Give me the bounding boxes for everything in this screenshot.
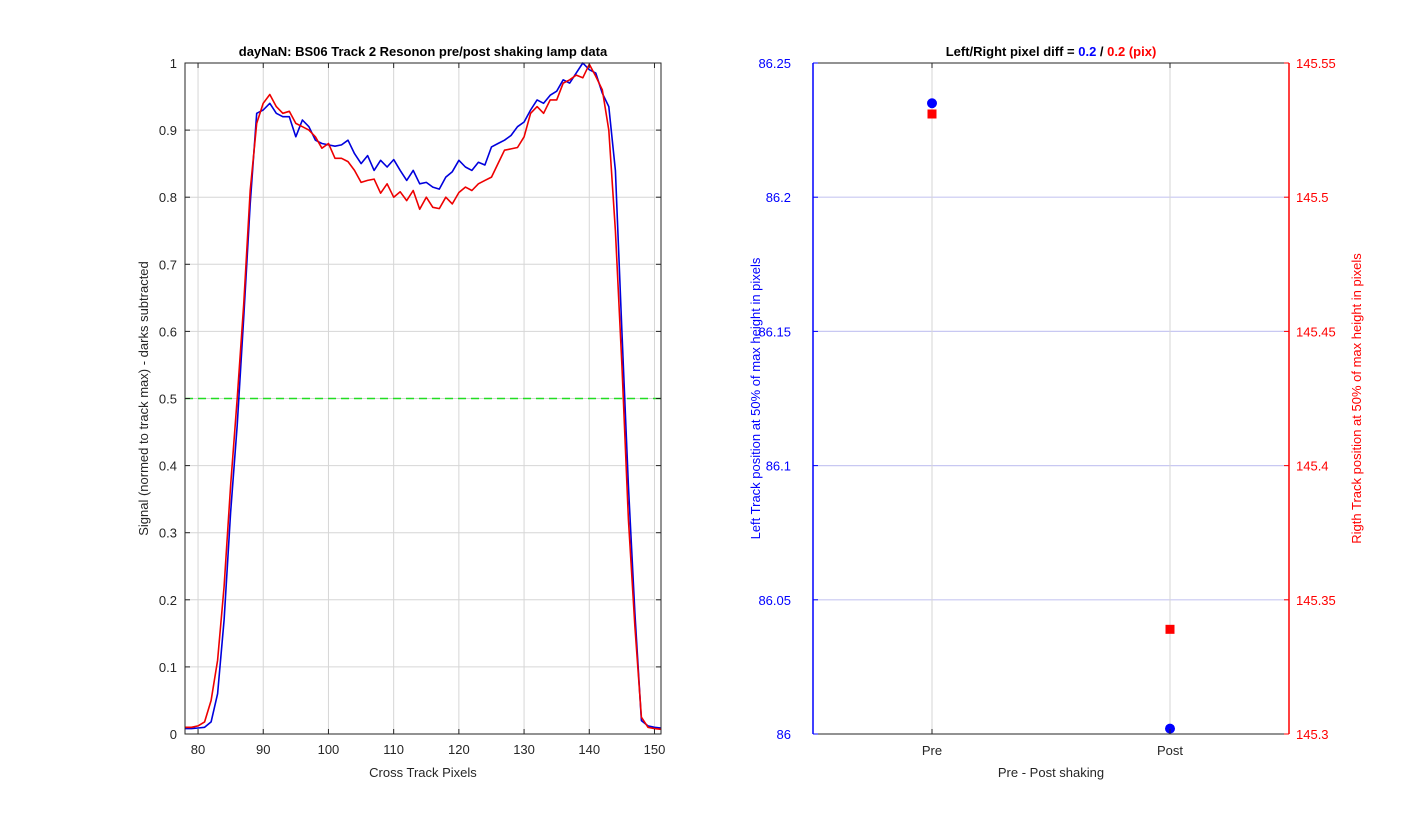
right-y-tick-label: 145.3	[1296, 727, 1329, 742]
x-tick-label: 130	[513, 742, 535, 757]
right-y-tick-label: 145.45	[1296, 324, 1336, 339]
left-y-tick-label: 86.1	[766, 459, 791, 474]
right-y-axis-label: Rigth Track position at 50% of max heigh…	[1349, 253, 1364, 544]
left-y-axis-label: Left Track position at 50% of max height…	[748, 257, 763, 539]
series-markers	[927, 98, 1175, 734]
series-line-2	[185, 63, 662, 731]
y-tick-label: 0.4	[159, 459, 177, 474]
grid-lines	[813, 63, 1289, 734]
right-track-marker-pre	[927, 109, 937, 119]
left-y-tick-label: 86	[777, 727, 791, 742]
title-prefix: Left/Right pixel diff =	[946, 44, 1079, 59]
x-tick-label: 90	[256, 742, 270, 757]
x-tick-label: 100	[318, 742, 340, 757]
left-y-tick-label: 86.25	[758, 56, 791, 71]
chart-title: Left/Right pixel diff = 0.2 / 0.2 (pix)	[946, 44, 1157, 59]
y-tick-label: 0.7	[159, 257, 177, 272]
title-separator: /	[1096, 44, 1107, 59]
y-axis-label: Signal (normed to track max) - darks sub…	[136, 261, 151, 536]
right-y-tick-label: 145.4	[1296, 459, 1329, 474]
right-track-marker-post	[1165, 624, 1175, 634]
chart-title: dayNaN: BS06 Track 2 Resonon pre/post sh…	[239, 44, 608, 59]
y-tick-label: 0	[170, 727, 177, 742]
series-line-1	[185, 62, 662, 730]
x-tick-label-post: Post	[1157, 743, 1183, 758]
left-y-tick-label: 86.15	[758, 324, 791, 339]
x-axis-label: Cross Track Pixels	[369, 765, 477, 780]
x-axis-label: Pre - Post shaking	[998, 765, 1104, 780]
right-y-tick-label: 145.5	[1296, 190, 1329, 205]
y-tick-label: 0.2	[159, 593, 177, 608]
axis-ticks: 86 86.05 86.1 86.15 86.2 86.25 145.3 145.35 145.…	[758, 56, 1335, 758]
left-y-tick-label: 86.2	[766, 190, 791, 205]
series-group	[185, 62, 662, 731]
left-chart-signal-profile: 80 90 100 110 120 130 140 150 0 0.1 0.2 0.3 0.4 0.5 0.…	[136, 44, 665, 780]
y-tick-label: 0.5	[159, 392, 177, 407]
x-tick-label: 140	[578, 742, 600, 757]
right-chart-track-position: 86 86.05 86.1 86.15 86.2 86.25 145.3 145.35 145.…	[748, 44, 1364, 780]
x-tick-label: 80	[191, 742, 205, 757]
y-tick-label: 0.3	[159, 526, 177, 541]
right-y-tick-label: 145.55	[1296, 56, 1336, 71]
y-tick-label: 0.8	[159, 190, 177, 205]
left-y-tick-label: 86.05	[758, 593, 791, 608]
axis-ticks: 80 90 100 110 120 130 140 150 0 0.1 0.2 0.3 0.4 0.5 0.…	[159, 56, 665, 757]
left-track-marker-pre	[927, 98, 937, 109]
title-right-value: 0.2 (pix)	[1107, 44, 1156, 59]
y-tick-label: 0.6	[159, 324, 177, 339]
x-tick-label: 120	[448, 742, 470, 757]
right-y-tick-label: 145.35	[1296, 593, 1336, 608]
y-tick-label: 0.1	[159, 660, 177, 675]
x-tick-label-pre: Pre	[922, 743, 942, 758]
left-track-marker-post	[1165, 723, 1175, 734]
x-tick-label: 150	[644, 742, 666, 757]
y-tick-label: 1	[170, 56, 177, 71]
x-tick-label: 110	[383, 742, 404, 757]
y-tick-label: 0.9	[159, 123, 177, 138]
title-left-value: 0.2	[1078, 44, 1096, 59]
